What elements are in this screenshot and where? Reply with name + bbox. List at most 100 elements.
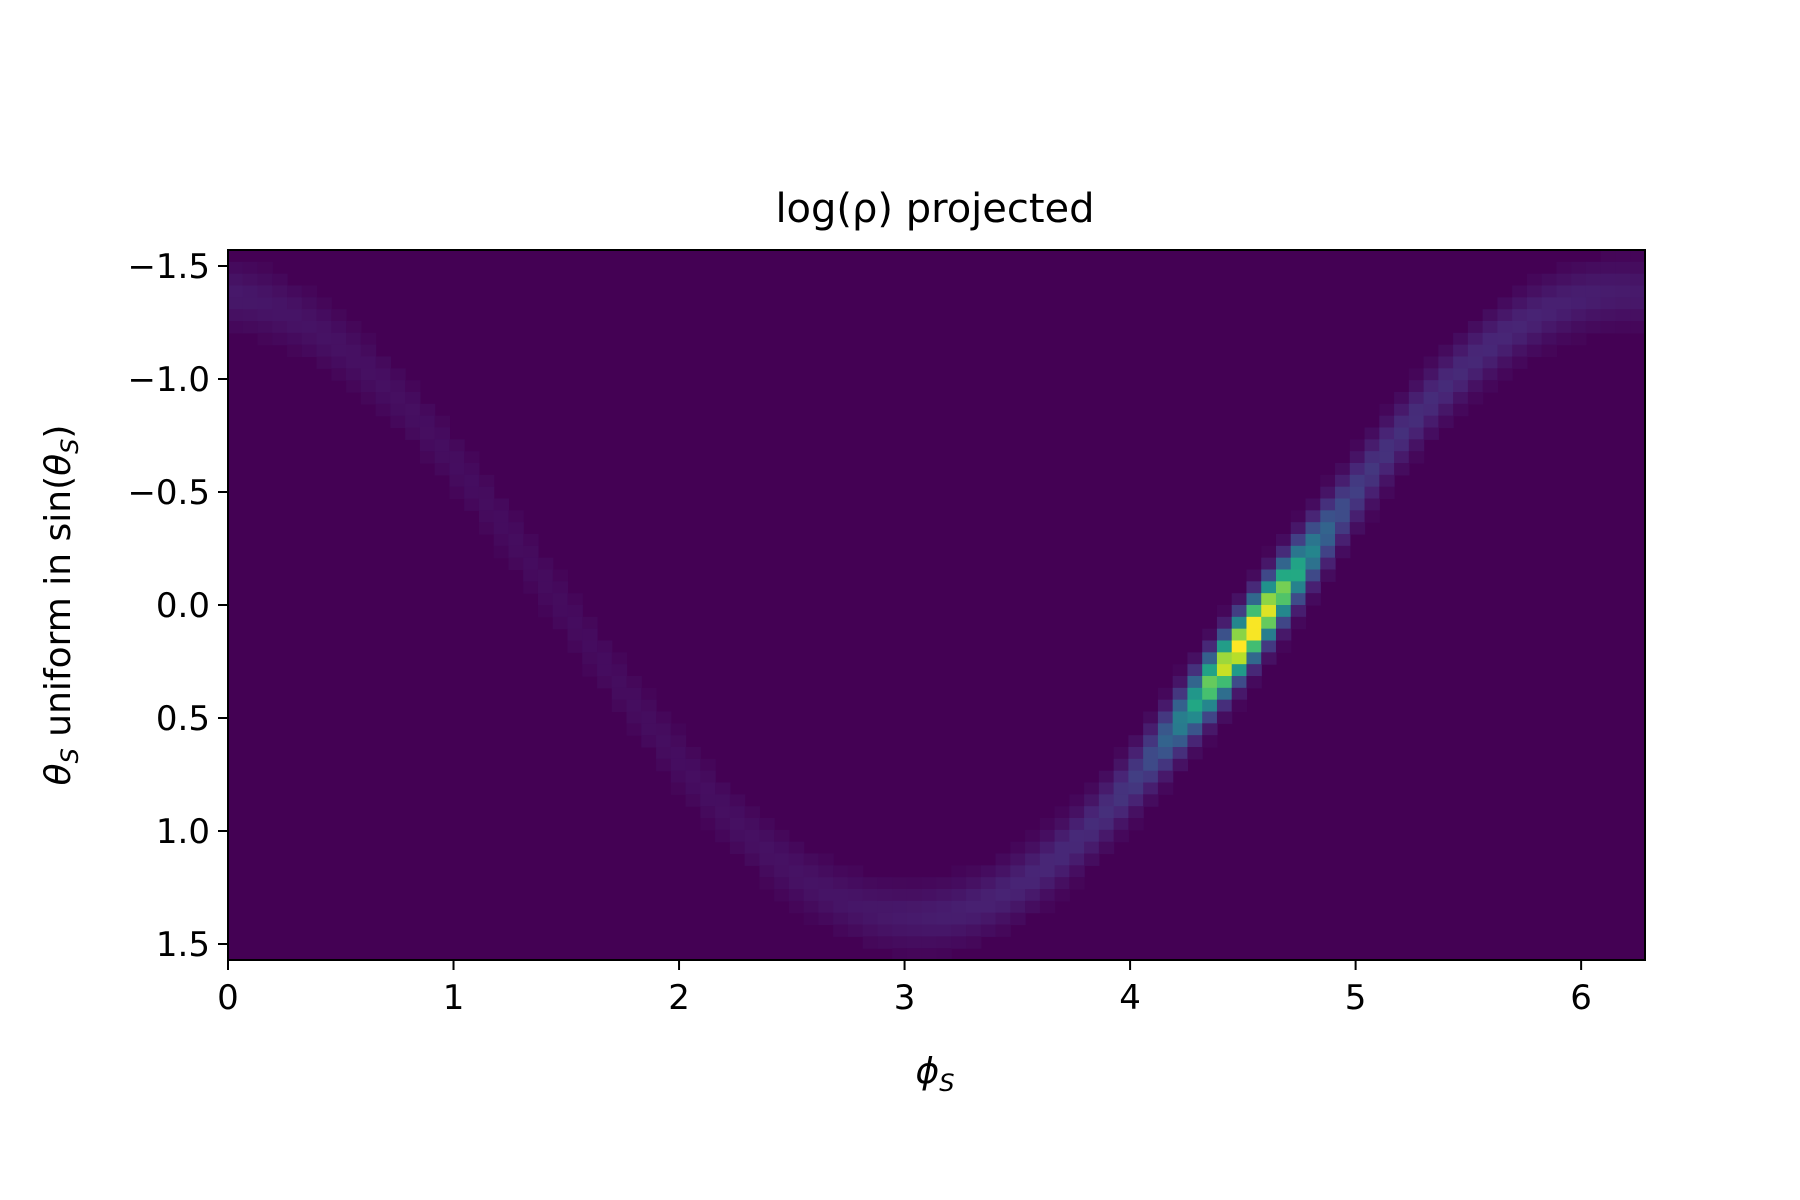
heatmap-cell — [1246, 652, 1262, 665]
heatmap-cell — [1187, 652, 1203, 665]
heatmap-cell — [803, 877, 820, 890]
heatmap-cell — [1098, 806, 1115, 819]
heatmap-cell — [1113, 782, 1129, 795]
heatmap-cell — [523, 534, 539, 547]
heatmap-cell — [1054, 853, 1070, 866]
heatmap-cell — [478, 498, 495, 511]
heatmap-cell — [242, 309, 259, 322]
heatmap-cell — [744, 853, 760, 866]
heatmap-cell — [1379, 486, 1395, 500]
heatmap-cell — [1054, 841, 1070, 855]
heatmap-cell — [419, 403, 436, 417]
heatmap-cell — [1408, 415, 1425, 429]
heatmap-cell — [1025, 841, 1041, 855]
heatmap-cell — [1172, 699, 1189, 713]
heatmap-cell — [1010, 853, 1026, 866]
heatmap-cell — [1202, 652, 1218, 665]
heatmap-cell — [626, 676, 642, 689]
heatmap-cell — [862, 889, 879, 902]
heatmap-cell — [1438, 380, 1454, 393]
heatmap-cell — [1025, 829, 1041, 843]
heatmap-cell — [375, 368, 391, 381]
x-tick-label: 3 — [894, 978, 916, 1018]
heatmap-cell — [478, 510, 495, 523]
heatmap-cell — [228, 297, 244, 310]
heatmap-cell — [1305, 557, 1321, 571]
heatmap-cell — [670, 735, 687, 748]
heatmap-cell — [1600, 273, 1617, 287]
heatmap-cell — [567, 628, 583, 642]
heatmap-cell — [995, 924, 1011, 937]
heatmap-cell — [936, 877, 952, 890]
heatmap-cell — [1069, 877, 1085, 890]
heatmap-cell — [1054, 818, 1070, 831]
heatmap-cell — [774, 889, 790, 902]
heatmap-cell — [582, 616, 598, 630]
heatmap-cell — [729, 806, 746, 819]
heatmap-cell — [1084, 853, 1100, 866]
heatmap-cell — [1261, 593, 1277, 606]
heatmap-cells — [228, 250, 1646, 961]
heatmap-cell — [759, 877, 775, 890]
heatmap-cell — [1379, 403, 1395, 417]
heatmap-cell — [1556, 285, 1572, 298]
heatmap-cell — [464, 486, 480, 500]
heatmap-cell — [1113, 829, 1129, 843]
heatmap-cell — [1216, 640, 1233, 653]
heatmap-cell — [242, 285, 259, 298]
heatmap-cell — [1305, 545, 1321, 559]
heatmap-cell — [508, 534, 524, 547]
heatmap-cell — [1467, 380, 1484, 393]
heatmap-cell — [1379, 463, 1395, 476]
heatmap-cell — [1187, 735, 1203, 748]
heatmap-cell — [287, 321, 303, 334]
heatmap-cell — [641, 723, 657, 736]
heatmap-cell — [597, 664, 613, 677]
heatmap-cell — [552, 616, 569, 630]
heatmap-cell — [1453, 403, 1469, 417]
heatmap-cell — [1630, 285, 1646, 298]
heatmap-cell — [1143, 711, 1159, 724]
heatmap-cell — [552, 569, 569, 582]
heatmap-cell — [1467, 344, 1484, 358]
heatmap-cell — [1600, 250, 1617, 263]
heatmap-cell — [1172, 687, 1189, 701]
heatmap-cell — [1320, 474, 1336, 488]
heatmap-cell — [582, 640, 598, 653]
heatmap-cell — [1615, 261, 1631, 275]
heatmap-cell — [1512, 285, 1528, 298]
heatmap-cell — [626, 723, 642, 736]
heatmap-cell — [1069, 806, 1085, 819]
heatmap-cell — [818, 853, 834, 866]
heatmap-cell — [995, 900, 1011, 914]
heatmap-cell — [1231, 616, 1248, 630]
heatmap-cell — [1202, 711, 1218, 724]
heatmap-cell — [464, 451, 480, 464]
heatmap-cell — [995, 877, 1011, 890]
heatmap-cell — [788, 877, 805, 890]
heatmap-cell — [493, 545, 510, 559]
heatmap-cell — [1571, 297, 1587, 310]
heatmap-cell — [744, 829, 760, 843]
heatmap-cell — [685, 747, 701, 760]
heatmap-cell — [744, 806, 760, 819]
heatmap-cell — [1290, 557, 1307, 571]
heatmap-cell — [1408, 403, 1425, 417]
heatmap-cell — [375, 356, 391, 369]
heatmap-cell — [228, 321, 244, 334]
heatmap-cell — [966, 924, 982, 937]
heatmap-cell — [1467, 392, 1484, 405]
heatmap-cell — [582, 652, 598, 665]
heatmap-cell — [1349, 522, 1366, 535]
heatmap-cell — [921, 877, 938, 890]
heatmap-cell — [478, 474, 495, 488]
heatmap-cell — [1025, 877, 1041, 890]
heatmap-cell — [1084, 806, 1100, 819]
x-tick-label: 2 — [668, 978, 690, 1018]
heatmap-cell — [611, 699, 628, 713]
heatmap-cell — [1408, 451, 1425, 464]
heatmap-cell — [656, 747, 672, 760]
heatmap-cell — [1231, 605, 1248, 618]
heatmap-cell — [1512, 297, 1528, 310]
